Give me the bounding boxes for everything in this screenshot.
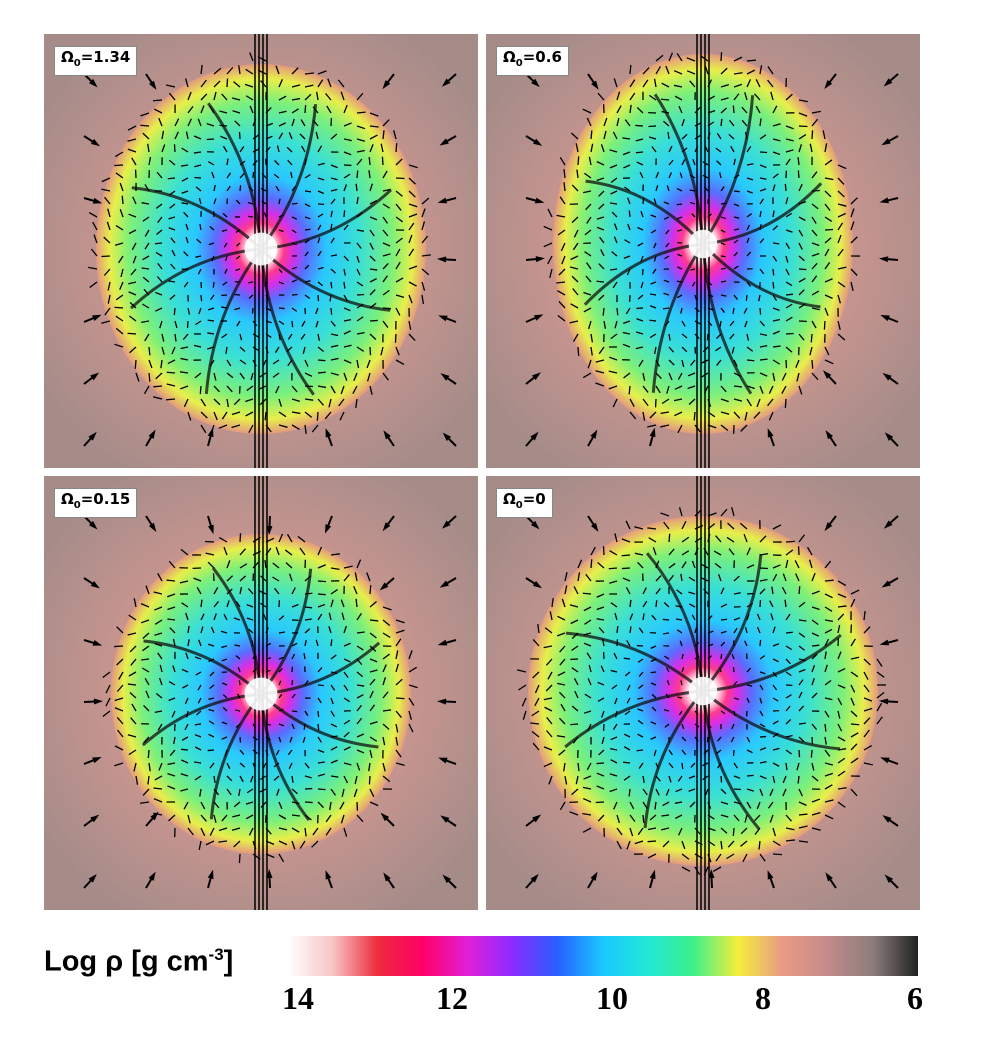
density-field-0-6 [486, 34, 920, 468]
colorbar-tick-14: 14 [282, 980, 314, 1016]
colorbar-tick-6: 6 [907, 980, 923, 1016]
panel-label: Ω0=0.15 [54, 488, 138, 518]
panel-label: Ω0=0 [496, 488, 553, 518]
panel-omega-1-34: Ω0=1.34 [44, 34, 478, 468]
density-field-0 [486, 476, 920, 910]
panel-label: Ω0=1.34 [54, 46, 138, 76]
panel-omega-0-6: Ω0=0.6 [486, 34, 920, 468]
colorbar-title: Log ρ [g cm-3] [44, 945, 234, 978]
panel-omega-0-15: Ω0=0.15 [44, 476, 478, 910]
density-field-0-15 [44, 476, 478, 910]
colorbar-tick-8: 8 [755, 980, 771, 1016]
colorbar [288, 936, 918, 976]
density-field-1-34 [44, 34, 478, 468]
colorbar-tick-10: 10 [596, 980, 628, 1016]
colorbar-tick-12: 12 [436, 980, 468, 1016]
panel-label: Ω0=0.6 [496, 46, 569, 76]
panel-omega-0: Ω0=0 [486, 476, 920, 910]
